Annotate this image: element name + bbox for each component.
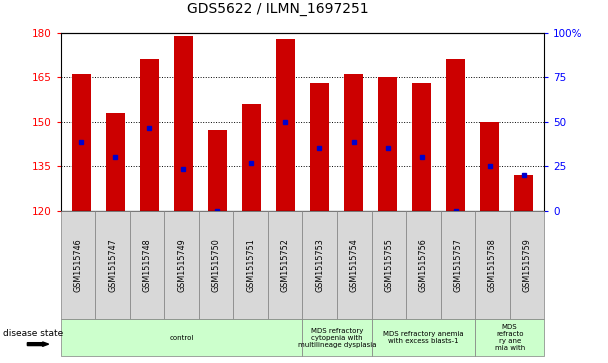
Text: GSM1515749: GSM1515749 [177, 238, 186, 292]
Text: GSM1515758: GSM1515758 [488, 238, 497, 292]
Text: GSM1515759: GSM1515759 [522, 238, 531, 292]
Bar [174, 36, 193, 211]
Text: GSM1515748: GSM1515748 [143, 238, 151, 292]
Text: GSM1515754: GSM1515754 [350, 238, 359, 292]
Text: control: control [170, 335, 194, 340]
Bar [480, 122, 499, 211]
Bar [106, 113, 125, 211]
Text: GSM1515757: GSM1515757 [454, 238, 462, 292]
Text: GSM1515756: GSM1515756 [419, 238, 428, 292]
Text: GSM1515755: GSM1515755 [384, 238, 393, 292]
Bar [514, 175, 533, 211]
Text: disease state: disease state [3, 330, 63, 338]
Text: GSM1515747: GSM1515747 [108, 238, 117, 292]
Text: MDS refractory
cytopenia with
multilineage dysplasia: MDS refractory cytopenia with multilinea… [298, 327, 376, 348]
Text: GDS5622 / ILMN_1697251: GDS5622 / ILMN_1697251 [187, 2, 369, 16]
Bar [412, 83, 431, 211]
Bar [310, 83, 329, 211]
Bar [72, 74, 91, 211]
Text: GSM1515750: GSM1515750 [212, 238, 221, 292]
Text: GSM1515752: GSM1515752 [281, 238, 290, 292]
Bar [378, 77, 397, 211]
Text: MDS refractory anemia
with excess blasts-1: MDS refractory anemia with excess blasts… [383, 331, 464, 344]
Bar [242, 104, 261, 211]
Bar [344, 74, 363, 211]
Text: GSM1515753: GSM1515753 [315, 238, 324, 292]
Text: GSM1515746: GSM1515746 [74, 238, 83, 292]
Bar [276, 38, 295, 211]
Bar [208, 131, 227, 211]
Text: MDS
refracto
ry ane
mia with: MDS refracto ry ane mia with [494, 324, 525, 351]
Bar [140, 59, 159, 211]
Text: GSM1515751: GSM1515751 [246, 238, 255, 292]
Bar [446, 59, 465, 211]
